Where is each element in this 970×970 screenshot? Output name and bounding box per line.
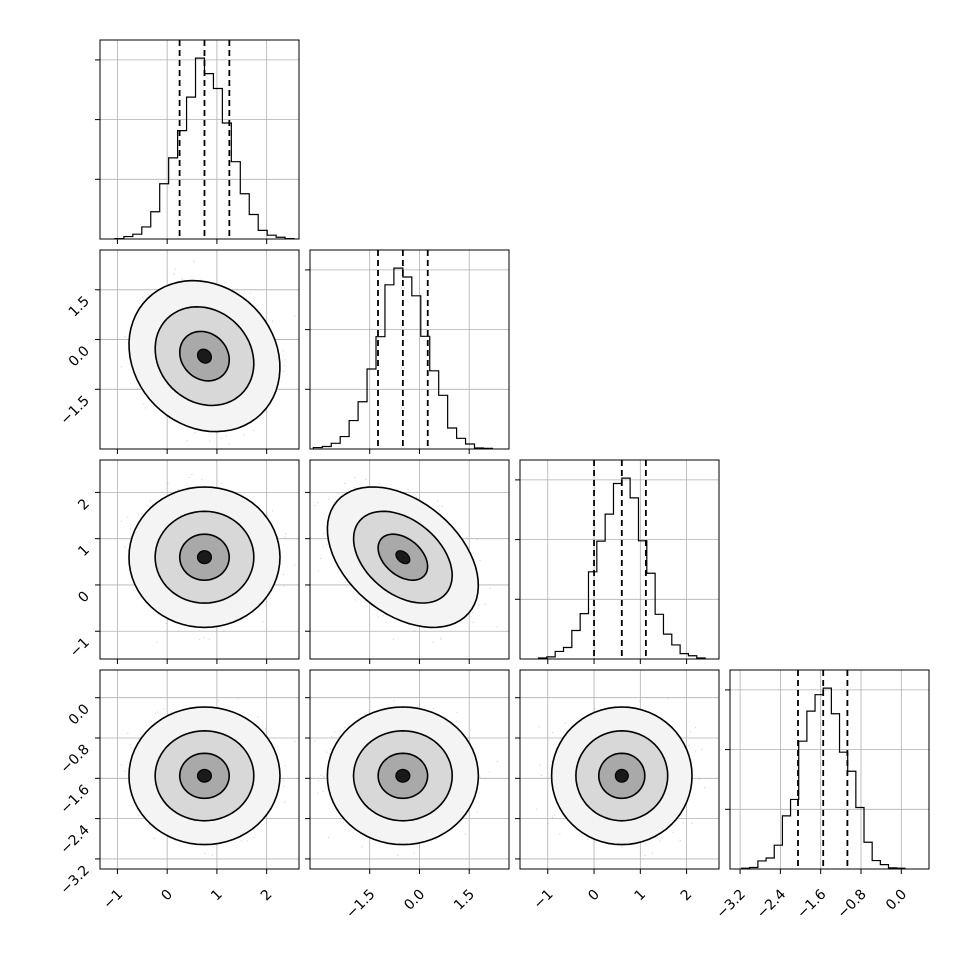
scatter-panel-4-1-ytick-label-2: −1.6 [57,782,92,817]
scatter-panel-4-2-xtick-label-2: 1.5 [451,887,478,914]
scatter-panel-3-2-content [310,460,509,659]
scatter-panel-4-3-xtick-label-1: 0 [585,887,603,905]
hist-4-xtick-label-3: −0.8 [834,887,869,922]
scatter-panel-4-1: −1 0 1 2 −3.2 −2.4 −1.6 −0.8 0.0 [57,669,300,913]
scatter-panel-3-1-ytick-label-0: −1 [67,635,93,661]
scatter-panel-3-1-ytick-label-1: 0 [75,588,93,606]
scatter-panel-4-1-content [100,670,299,869]
hist-4-xtick-label-1: −2.4 [754,886,789,921]
scatter-panel-4-3-frame [519,669,720,870]
scatter-panel-3-2 [305,459,510,664]
scatter-panel-2-1-ytick-label-1: 0.0 [66,343,93,370]
scatter-panel-4-1-xtick-label-3: 2 [258,887,276,905]
hist-4-xtick-label-0: −3.2 [714,887,749,922]
scatter-panel-3-2-core [395,550,411,565]
scatter-panel-3-1-core [196,550,213,565]
scatter-panel-4-2-xtick-label-0: −1.5 [343,887,378,922]
scatter-panel-3-1-ytick-label-2: 1 [75,542,93,560]
scatter-panel-2-1-core [196,348,212,364]
scatter-panel-4-2: −1.5 0.0 1.5 [305,669,510,922]
scatter-panel-4-1-frame [99,669,300,870]
hist-4-xtick-label-4: 0.0 [883,887,910,914]
scatter-panel-3-2-frame [309,459,510,660]
scatter-panel-4-1-ytick-label-4: 0.0 [66,701,93,728]
scatter-panel-4-3-xtick-label-0: −1 [531,887,557,913]
histogram-frame-2 [309,249,510,450]
scatter-panel-3-1: −1 0 1 2 [67,459,300,664]
scatter-panel-3-1-ytick-label-3: 2 [75,496,93,514]
scatter-panel-2-1-content [100,250,299,449]
scatter-panel-4-1-ytick-label-3: −0.8 [57,742,92,777]
scatter-panel-4-1-ytick-label-1: −2.4 [57,822,92,857]
histogram-frame-3 [519,459,720,660]
scatter-panel-4-2-frame [309,669,510,870]
hist-4-xtick-label-2: −1.6 [794,886,829,921]
scatter-panel-4-3: −1 0 1 2 [515,669,720,913]
scatter-panel-4-1-xtick-label-1: 0 [158,887,176,905]
scatter-panel-4-3-core [614,768,629,783]
scatter-panel-4-1-xtick-label-0: −1 [100,887,126,913]
scatter-panel-4-1-ytick-label-0: −3.2 [57,862,92,897]
histogram-panel-1 [95,39,300,244]
scatter-panel-4-3-content [520,670,719,869]
scatter-panel-3-1-frame [99,459,300,660]
scatter-panel-2-1-frame [99,249,300,450]
scatter-panel-4-1-core [196,768,213,783]
histogram-panel-2 [305,249,510,454]
histogram-panel-3 [515,459,720,664]
scatter-panel-2-1-ytick-label-2: 1.5 [66,293,93,320]
histogram-frame-4 [729,669,930,870]
histogram-frame-1 [99,39,300,240]
scatter-panel-4-1-xtick-label-2: 1 [208,887,226,905]
scatter-panel-2-1-ytick-label-0: −1.5 [57,393,92,428]
scatter-panel-4-2-xtick-label-1: 0.0 [401,887,428,914]
scatter-panel-4-2-core [395,768,411,783]
scatter-panel-4-2-content [310,670,509,869]
scatter-panel-2-1: −1.5 0.0 1.5 [57,249,300,454]
scatter-panel-4-3-xtick-label-3: 2 [678,887,696,905]
histogram-panel-4: −3.2 −2.4 −1.6 −0.8 0.0 [714,669,930,922]
scatter-panel-4-3-xtick-label-2: 1 [632,887,650,905]
scatter-panel-3-1-content [100,460,299,659]
